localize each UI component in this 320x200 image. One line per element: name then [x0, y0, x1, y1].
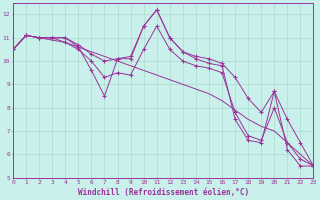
- X-axis label: Windchill (Refroidissement éolien,°C): Windchill (Refroidissement éolien,°C): [78, 188, 249, 197]
